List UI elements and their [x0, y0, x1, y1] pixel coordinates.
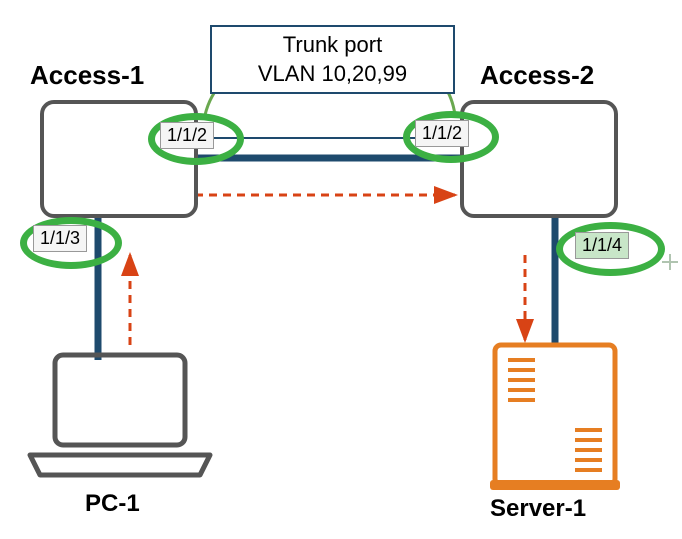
- port-label-a2-host: 1/1/4: [575, 232, 629, 259]
- trunk-line2: VLAN 10,20,99: [220, 60, 445, 89]
- laptop-icon: [30, 355, 210, 475]
- port-label-a1-trunk: 1/1/2: [160, 122, 214, 149]
- trunk-port-box: Trunk port VLAN 10,20,99: [210, 25, 455, 94]
- server-icon: [490, 345, 620, 490]
- port-label-a1-host: 1/1/3: [33, 225, 87, 252]
- label-access-2: Access-2: [480, 60, 594, 91]
- label-pc1: PC-1: [85, 490, 140, 518]
- trunk-line1: Trunk port: [220, 31, 445, 60]
- label-server1: Server-1: [490, 495, 586, 523]
- label-access-1: Access-1: [30, 60, 144, 91]
- port-label-a2-trunk: 1/1/2: [415, 120, 469, 147]
- plus-icon: [662, 254, 678, 270]
- diagram-canvas: Access-1 Access-2 PC-1 Server-1 Trunk po…: [0, 0, 682, 539]
